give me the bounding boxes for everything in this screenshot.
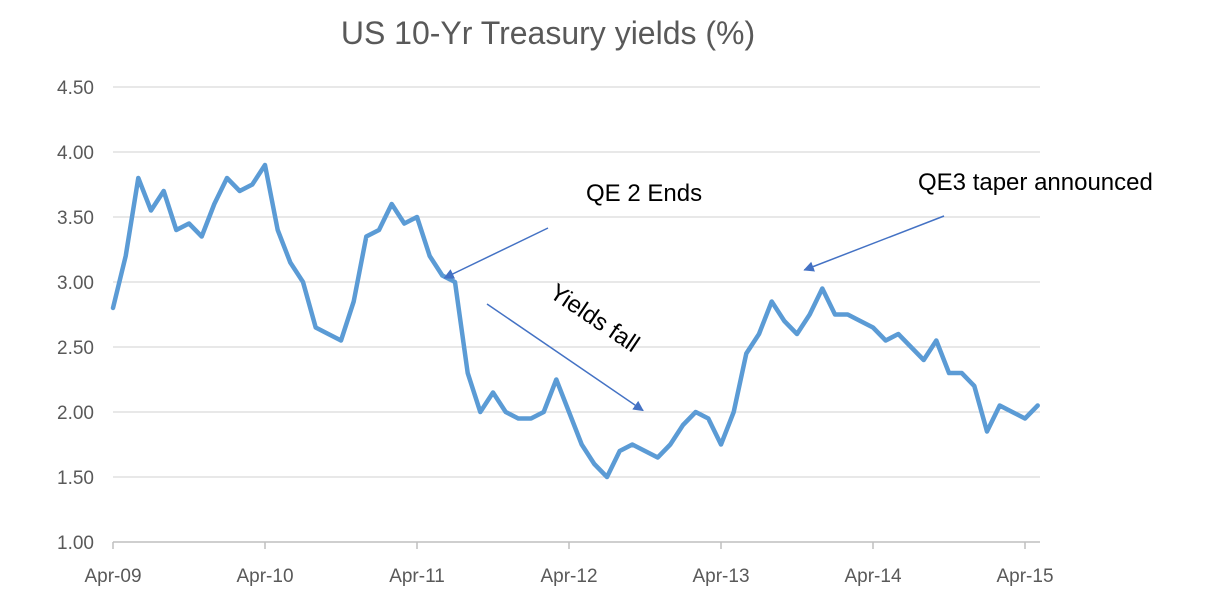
- x-tick-label: Apr-13: [692, 566, 749, 587]
- x-tick-label: Apr-11: [389, 566, 445, 587]
- x-axis-ticks: Apr-09 Apr-10 Apr-11 Apr-12 Apr-13 Apr-14 Apr-…: [84, 542, 1054, 587]
- annotation-qe2-ends: QE 2 Ends: [586, 180, 702, 207]
- annotation-yields-fall: Yields fall: [545, 279, 645, 358]
- annotation-qe3-taper: QE3 taper announced: [918, 169, 1153, 196]
- series-line: [110, 162, 1040, 480]
- y-tick-label: 3.50: [57, 208, 94, 229]
- y-tick-label: 3.00: [57, 273, 94, 294]
- y-tick-label: 1.00: [57, 533, 94, 554]
- y-tick-label: 2.50: [57, 338, 94, 359]
- annotation-arrow: [486, 303, 644, 412]
- x-tick-label: Apr-12: [540, 566, 597, 587]
- y-axis-ticks: 4.50 4.00 3.50 3.00 2.50 2.00 1.50 1.00: [57, 78, 94, 554]
- annotation-arrow: [803, 215, 945, 272]
- x-tick-label: Apr-09: [84, 566, 141, 587]
- y-tick-label: 4.50: [57, 78, 94, 99]
- x-tick-label: Apr-14: [844, 566, 901, 587]
- y-tick-label: 4.00: [57, 143, 94, 164]
- annotation-arrow: [443, 227, 549, 279]
- gridlines: [113, 86, 1040, 478]
- y-tick-label: 2.00: [57, 403, 94, 424]
- annotations: QE 2 Ends Yields fall QE3 taper announced: [443, 169, 1153, 412]
- x-tick-label: Apr-10: [236, 566, 293, 587]
- x-tick-label: Apr-15: [996, 566, 1053, 587]
- y-tick-label: 1.50: [57, 468, 94, 489]
- chart-title: US 10-Yr Treasury yields (%): [341, 15, 755, 51]
